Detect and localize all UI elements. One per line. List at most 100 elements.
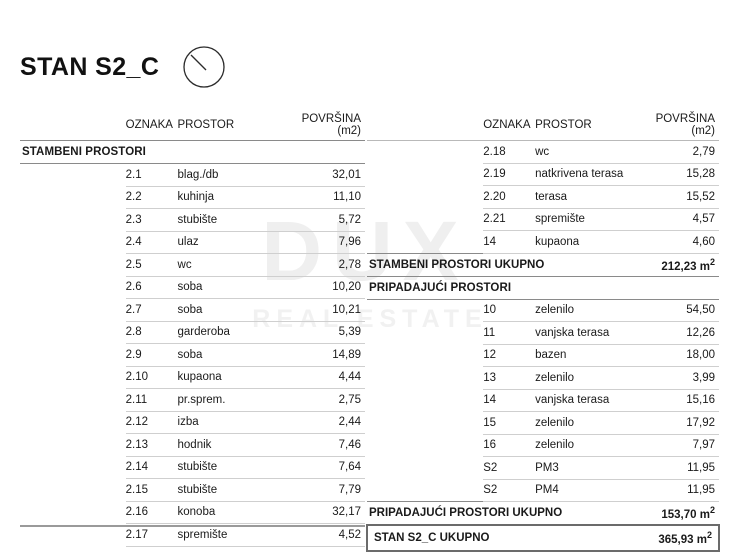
cell-name: stubište [177, 208, 277, 232]
spacer-cell [20, 479, 126, 502]
cell-area: 2,44 [276, 411, 365, 434]
cell-name: wc [535, 140, 639, 164]
cell-code: S2 [483, 456, 536, 480]
table-left-closing-rule [20, 525, 365, 527]
total-ancillary-row-label: PRIPADAJUĆI PROSTORI UKUPNO [367, 501, 639, 526]
table-row: 2.13 hodnik 7,46 [20, 433, 365, 457]
column-header-name: PROSTOR [177, 119, 235, 131]
total-residential-row-value: 212,23 m2 [638, 252, 719, 277]
total-residential-row-label: STAMBENI PROSTORI UKUPNO [367, 252, 639, 277]
cell-name: soba [177, 343, 277, 367]
spacer-cell [20, 321, 126, 344]
cell-area: 4,57 [638, 208, 719, 231]
spacer-cell [367, 113, 483, 141]
cell-code: 2.14 [125, 456, 178, 479]
table-row: 13 zelenilo 3,99 [367, 366, 719, 390]
cell-area: 54,50 [638, 299, 719, 322]
spacer-cell [367, 344, 483, 367]
cell-code: 2.9 [125, 343, 178, 367]
cell-area: 18,00 [638, 344, 719, 367]
cell-code: 2.8 [125, 321, 178, 344]
cell-code: 16 [483, 434, 536, 457]
cell-name: stubište [177, 456, 277, 479]
cell-name: izba [177, 411, 277, 434]
table-row: 12 bazen 18,00 [367, 344, 719, 367]
cell-code: 2.16 [125, 501, 178, 524]
table-row: 2.1 blag./db 32,01 [20, 163, 365, 187]
cell-area: 15,28 [638, 163, 719, 186]
table-left: OZNAKA PROSTOR POVRŠINA (m2) STAMBENI PR… [20, 113, 365, 547]
cell-area: 7,64 [276, 456, 365, 479]
spacer-cell [20, 299, 126, 322]
cell-code: 12 [483, 344, 536, 367]
cell-name: garderoba [177, 321, 277, 344]
table-right-header-row: OZNAKA PROSTOR POVRŠINA (m2) [367, 113, 719, 141]
column-header-name: PROSTOR [535, 119, 592, 131]
cell-code: 10 [483, 299, 536, 322]
unit-superscript: 2 [706, 530, 712, 541]
cell-area: 32,01 [276, 163, 365, 187]
table-row: 11 vanjska terasa 12,26 [367, 321, 719, 345]
cell-name: zelenilo [535, 366, 639, 390]
cell-name: bazen [535, 344, 639, 367]
spacer-cell [20, 231, 126, 254]
cell-area: 7,79 [276, 478, 365, 502]
cell-code: 2.13 [125, 433, 178, 457]
spacer-cell [20, 366, 126, 389]
spacer-cell [367, 367, 483, 390]
cell-code: 15 [483, 411, 536, 435]
table-row: 2.14 stubište 7,64 [20, 456, 365, 479]
table-row: 2.10 kupaona 4,44 [20, 366, 365, 389]
cell-code: 2.20 [483, 185, 536, 209]
cell-name: vanjska terasa [535, 321, 639, 345]
spacer-cell [367, 208, 483, 231]
table-row: 2.15 stubište 7,79 [20, 478, 365, 502]
cell-area: 2,79 [638, 140, 719, 164]
spacer-cell [20, 344, 126, 367]
table-row: 2.16 konoba 32,17 [20, 501, 365, 524]
table-row: 2.17 spremište 4,52 [20, 523, 365, 547]
spacer-cell [20, 164, 126, 187]
cell-name: kuhinja [177, 186, 277, 209]
table-row: 2.18 wc 2,79 [367, 140, 719, 164]
spacer-cell [367, 231, 483, 254]
cell-code: 2.11 [125, 388, 178, 412]
table-row: 2.9 soba 14,89 [20, 343, 365, 367]
cell-code: 2.4 [125, 231, 178, 254]
section-header-ancillary: PRIPADAJUĆI PROSTORI [367, 275, 719, 300]
cell-area: 5,39 [276, 321, 365, 344]
table-row: 2.5 wc 2,78 [20, 253, 365, 277]
table-row: 2.2 kuhinja 11,10 [20, 186, 365, 209]
cell-area: 11,95 [638, 479, 719, 502]
table-row: 16 zelenilo 7,97 [367, 434, 719, 457]
cell-name: soba [177, 276, 277, 299]
cell-name: PM3 [535, 456, 639, 480]
table-row: 2.11 pr.sprem. 2,75 [20, 388, 365, 412]
table-row: 2.19 natkrivena terasa 15,28 [367, 163, 719, 186]
table-row: S2 PM4 11,95 [367, 479, 719, 502]
spacer-cell [367, 163, 483, 186]
cell-name: konoba [177, 501, 277, 524]
cell-code: 2.18 [483, 140, 536, 164]
cell-name: PM4 [535, 479, 639, 502]
spacer-cell [367, 299, 483, 322]
grand-total-label: STAN S2_C UKUPNO [366, 524, 639, 552]
table-row: 2.6 soba 10,20 [20, 276, 365, 299]
spacer-cell [20, 209, 126, 232]
section-header-residential-label: STAMBENI PROSTORI [20, 140, 365, 164]
table-row: 2.3 stubište 5,72 [20, 208, 365, 232]
cell-code: 2.1 [125, 163, 178, 187]
cell-name: natkrivena terasa [535, 163, 639, 186]
cell-name: stubište [177, 478, 277, 502]
cell-area: 2,75 [276, 388, 365, 412]
cell-name: vanjska terasa [535, 389, 639, 412]
unit-superscript: 2 [709, 505, 715, 516]
grand-total-value: 365,93 m2 [638, 524, 721, 552]
table-row: 15 zelenilo 17,92 [367, 411, 719, 435]
column-header-code: OZNAKA [125, 119, 173, 131]
spacer-cell [20, 411, 126, 434]
table-row: 2.20 terasa 15,52 [367, 185, 719, 209]
table-row: 2.7 soba 10,21 [20, 298, 365, 322]
cell-area: 14,89 [276, 343, 365, 367]
cell-area: 7,46 [276, 433, 365, 457]
